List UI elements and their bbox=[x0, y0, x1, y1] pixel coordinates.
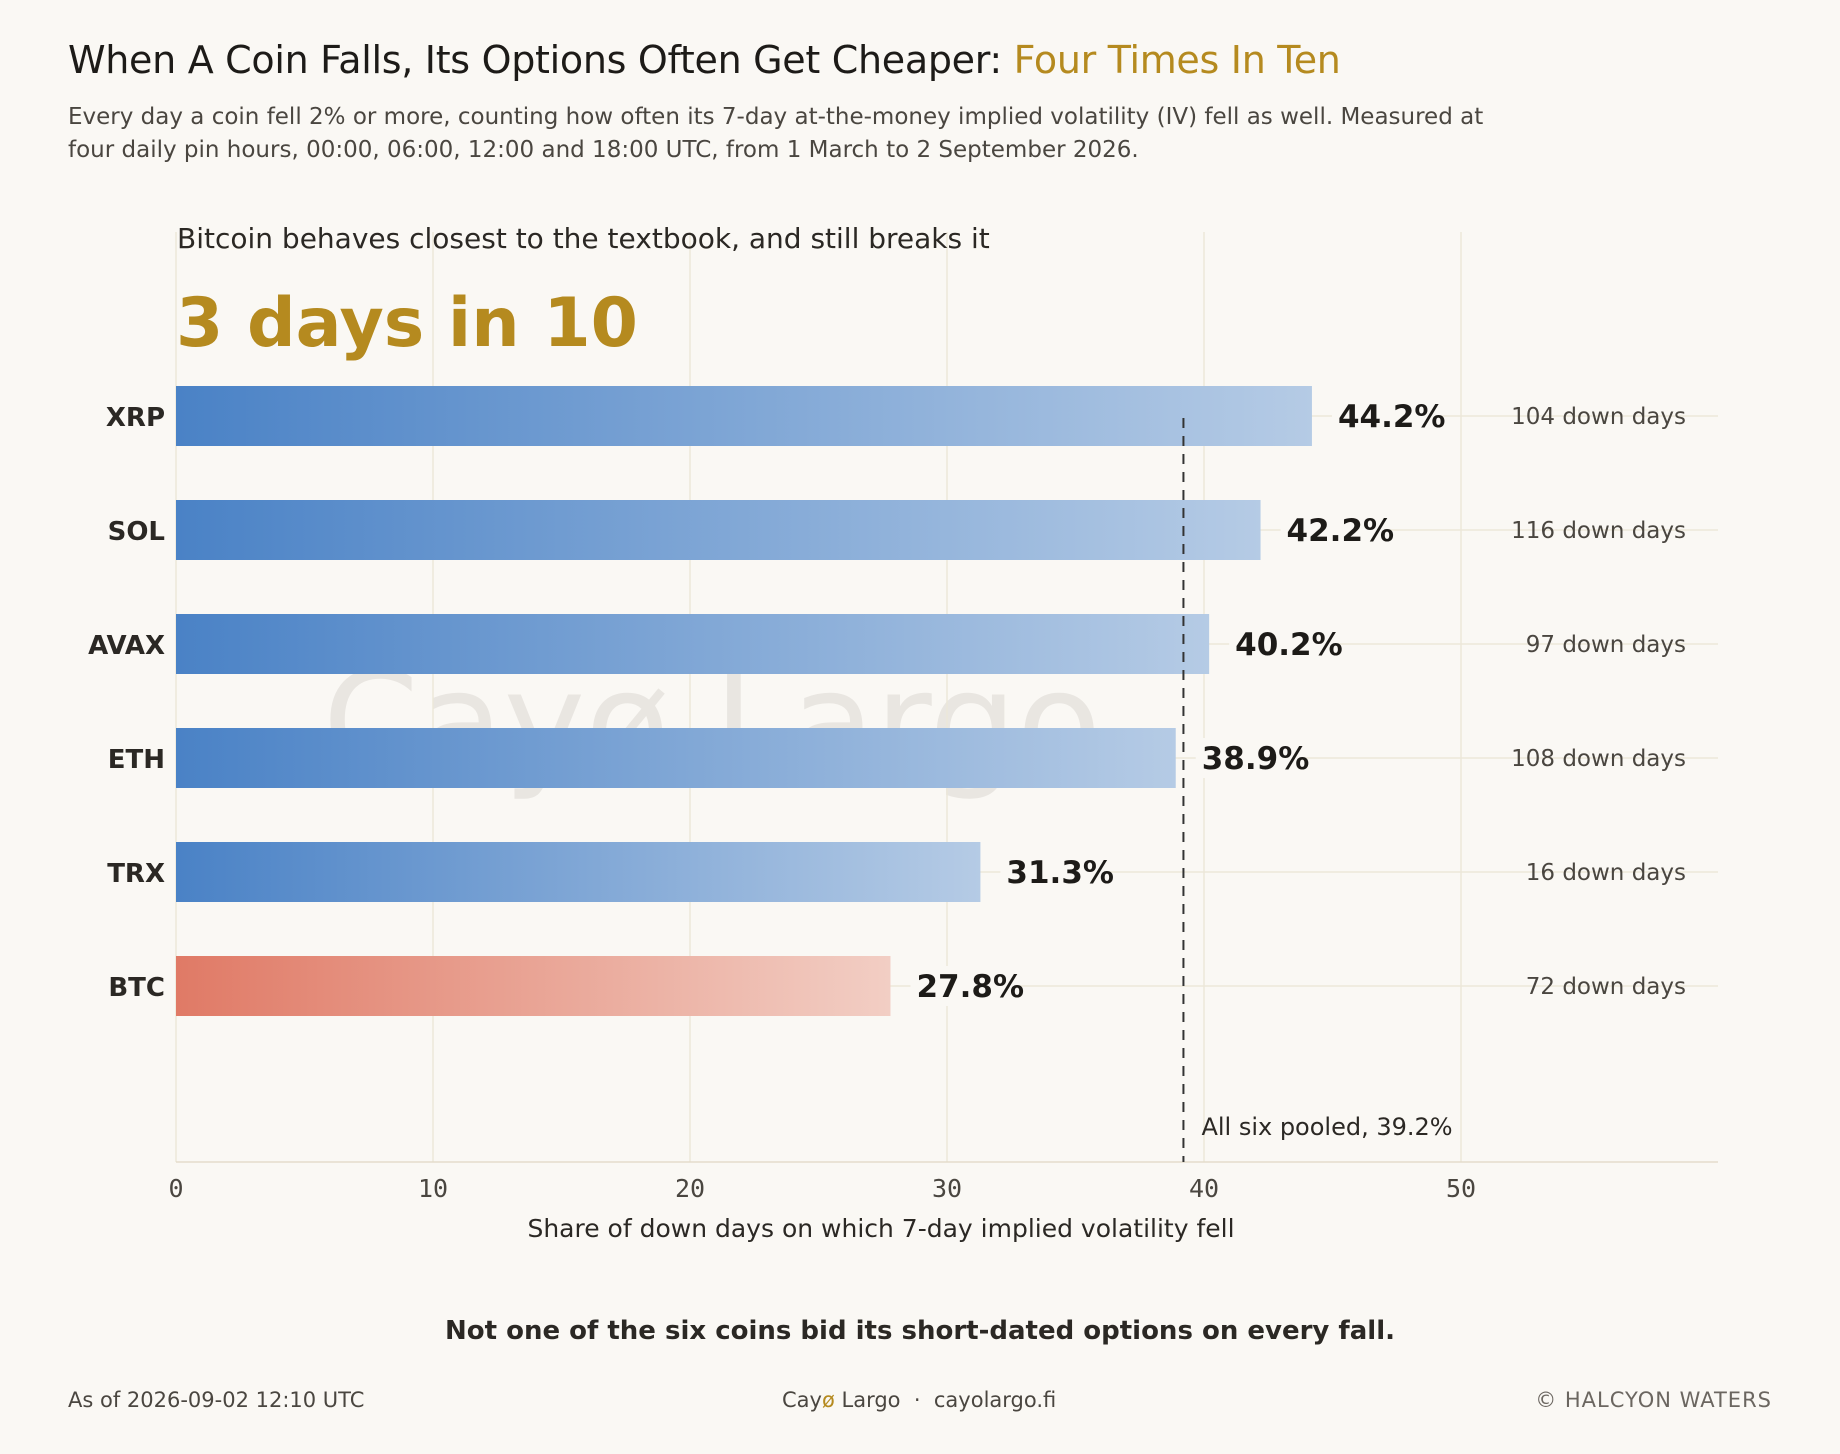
x-tick-label: 30 bbox=[932, 1174, 962, 1203]
bar-btc bbox=[176, 956, 891, 1016]
down-days-label: 16 down days bbox=[1526, 860, 1686, 886]
category-label: SOL bbox=[108, 517, 165, 547]
down-days-label: 108 down days bbox=[1511, 746, 1686, 772]
category-label: AVAX bbox=[88, 631, 165, 661]
bar-eth bbox=[176, 728, 1176, 788]
value-label-bg bbox=[1331, 396, 1438, 436]
x-tick-label: 20 bbox=[675, 1174, 705, 1203]
value-label-bg bbox=[1195, 738, 1302, 778]
annotation-heading: Bitcoin behaves closest to the textbook,… bbox=[177, 222, 990, 255]
value-label-bg bbox=[910, 966, 1017, 1006]
value-label: 44.2% bbox=[1338, 399, 1446, 435]
down-days-label: 97 down days bbox=[1526, 632, 1686, 658]
takeaway-note: Not one of the six coins bid its short-d… bbox=[444, 1316, 1395, 1346]
x-tick-label: 50 bbox=[1446, 1174, 1476, 1203]
x-tick-label: 40 bbox=[1189, 1174, 1219, 1203]
chart-subtitle: Every day a coin fell 2% or more, counti… bbox=[68, 104, 1484, 163]
pooled-reference-label: All six pooled, 39.2% bbox=[1201, 1113, 1452, 1141]
x-axis-label: Share of down days on which 7-day implie… bbox=[527, 1214, 1234, 1243]
brand-slash: ø bbox=[821, 1388, 835, 1412]
annotation-highlight: 3 days in 10 bbox=[176, 284, 638, 363]
value-label: 38.9% bbox=[1202, 741, 1310, 777]
bar-xrp bbox=[176, 386, 1312, 446]
down-days-label: 116 down days bbox=[1511, 518, 1686, 544]
value-label: 27.8% bbox=[916, 969, 1024, 1005]
chart-title: When A Coin Falls, Its Options Often Get… bbox=[68, 38, 1341, 82]
down-days-label: 104 down days bbox=[1511, 404, 1686, 430]
value-label: 42.2% bbox=[1287, 513, 1395, 549]
bar-trx bbox=[176, 842, 981, 902]
value-label: 31.3% bbox=[1006, 855, 1114, 891]
as-of-timestamp: As of 2026-09-02 12:10 UTC bbox=[68, 1388, 365, 1412]
value-label-bg bbox=[1280, 510, 1387, 550]
chart-title-accent: Four Times In Ten bbox=[1013, 38, 1341, 82]
category-label: XRP bbox=[106, 403, 165, 433]
brand-credit: Cayø Largo · cayolargo.fi bbox=[782, 1388, 1056, 1412]
chart-title-main: When A Coin Falls, Its Options Often Get… bbox=[68, 38, 1014, 82]
value-label: 40.2% bbox=[1235, 627, 1343, 663]
brand-pre: Cay bbox=[782, 1388, 822, 1412]
down-days-label: 72 down days bbox=[1526, 974, 1686, 1000]
value-label-bg bbox=[1000, 852, 1107, 892]
category-label: BTC bbox=[108, 973, 165, 1003]
bar-sol bbox=[176, 500, 1261, 560]
category-label: TRX bbox=[107, 859, 165, 889]
x-tick-label: 0 bbox=[168, 1174, 183, 1203]
x-tick-label: 10 bbox=[418, 1174, 448, 1203]
brand-post: Largo · cayolargo.fi bbox=[834, 1388, 1057, 1412]
value-label-bg bbox=[1229, 624, 1336, 664]
copyright-logo: © HALCYON WATERS bbox=[1535, 1388, 1772, 1412]
bar-avax bbox=[176, 614, 1210, 674]
category-label: ETH bbox=[108, 745, 165, 775]
